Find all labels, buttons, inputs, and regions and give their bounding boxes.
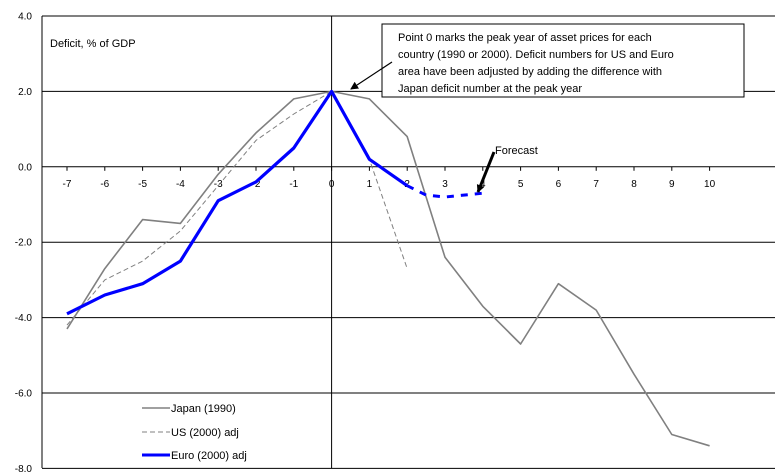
legend-label-euro: Euro (2000) adj bbox=[171, 450, 247, 462]
x-axis-ticks: -7 -6 -5 -4 -3 -2 -1 0 1 2 3 4 5 6 7 8 9 10 bbox=[63, 166, 716, 190]
y-axis-label: Deficit, % of GDP bbox=[50, 38, 136, 50]
gridlines bbox=[42, 15, 775, 469]
x-tick-label: -2 bbox=[252, 179, 261, 190]
y-tick-label: -2.0 bbox=[15, 238, 33, 249]
forecast-label: Forecast bbox=[495, 145, 538, 157]
series-forecast-euro bbox=[406, 184, 483, 199]
y-tick-label: -4.0 bbox=[15, 313, 33, 324]
x-tick-label: 9 bbox=[669, 179, 675, 190]
x-tick-label: 7 bbox=[593, 179, 599, 190]
x-tick-label: 0 bbox=[329, 179, 335, 190]
x-tick-label: -5 bbox=[138, 179, 147, 190]
series-line-japan-1990 bbox=[66, 90, 710, 447]
legend-label-japan: Japan (1990) bbox=[171, 403, 236, 415]
legend: Japan (1990) US (2000) adj Euro (2000) a… bbox=[142, 403, 247, 462]
x-tick-label: -4 bbox=[176, 179, 185, 190]
annotation-line-3: area have been adjusted by adding the di… bbox=[398, 66, 662, 78]
y-tick-label: 0.0 bbox=[18, 162, 32, 173]
x-tick-label: -3 bbox=[214, 179, 223, 190]
annotation-line-2: country (1990 or 2000). Deficit numbers … bbox=[398, 49, 674, 61]
x-tick-label: -6 bbox=[100, 179, 109, 190]
x-tick-label: -7 bbox=[63, 179, 72, 190]
series-lines bbox=[66, 89, 710, 447]
y-tick-label: -6.0 bbox=[15, 389, 33, 400]
x-tick-label: 8 bbox=[631, 179, 637, 190]
annotation-line-4: Japan deficit number at the peak year bbox=[398, 83, 582, 95]
peak-annotation: Point 0 marks the peak year of asset pri… bbox=[350, 23, 745, 98]
y-axis-ticks: 4.0 2.0 0.0 -2.0 -4.0 -6.0 -8.0 bbox=[15, 12, 33, 472]
forecast-arrow bbox=[476, 151, 496, 193]
annotation-line-1: Point 0 marks the peak year of asset pri… bbox=[398, 32, 652, 44]
y-tick-label: 2.0 bbox=[18, 87, 32, 98]
legend-label-us: US (2000) adj bbox=[171, 427, 239, 439]
x-tick-label: -1 bbox=[289, 179, 298, 190]
x-tick-label: 5 bbox=[518, 179, 524, 190]
annotation-arrow bbox=[350, 61, 393, 90]
y-tick-label: 4.0 bbox=[18, 12, 32, 23]
series-line-euro-2000-adj bbox=[66, 89, 409, 316]
annotation-box bbox=[381, 23, 745, 98]
x-tick-label: 1 bbox=[367, 179, 373, 190]
forecast-annotation: Forecast bbox=[476, 145, 538, 193]
x-tick-label: 6 bbox=[556, 179, 562, 190]
x-tick-label: 3 bbox=[442, 179, 448, 190]
y-tick-label: -8.0 bbox=[15, 464, 33, 472]
x-tick-label: 10 bbox=[704, 179, 716, 190]
